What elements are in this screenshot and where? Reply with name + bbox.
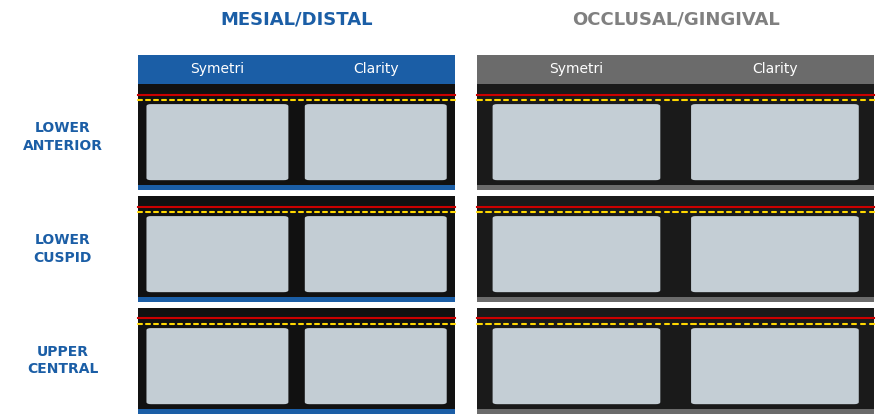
FancyBboxPatch shape [305, 328, 447, 404]
Bar [138, 308, 455, 414]
Text: Symetri: Symetri [190, 62, 244, 76]
Bar [138, 297, 455, 302]
Bar [477, 409, 874, 414]
FancyBboxPatch shape [691, 104, 859, 180]
FancyBboxPatch shape [691, 328, 859, 404]
FancyBboxPatch shape [492, 104, 660, 180]
Text: LOWER
ANTERIOR: LOWER ANTERIOR [22, 121, 103, 152]
FancyBboxPatch shape [492, 216, 660, 292]
Bar [138, 196, 455, 302]
FancyBboxPatch shape [305, 216, 447, 292]
Text: UPPER
CENTRAL: UPPER CENTRAL [27, 345, 98, 376]
Text: Clarity: Clarity [752, 62, 797, 76]
Text: OCCLUSAL/GINGIVAL: OCCLUSAL/GINGIVAL [572, 10, 780, 29]
Bar [477, 308, 874, 414]
Bar [138, 55, 455, 84]
FancyBboxPatch shape [146, 328, 288, 404]
Bar [477, 196, 874, 302]
Text: LOWER
CUSPID: LOWER CUSPID [33, 233, 92, 265]
FancyBboxPatch shape [146, 104, 288, 180]
FancyBboxPatch shape [691, 216, 859, 292]
Text: Clarity: Clarity [353, 62, 399, 76]
Bar [477, 185, 874, 190]
Bar [477, 297, 874, 302]
FancyBboxPatch shape [146, 216, 288, 292]
Bar [138, 409, 455, 414]
FancyBboxPatch shape [305, 104, 447, 180]
Bar [477, 84, 874, 190]
Bar [477, 55, 874, 84]
FancyBboxPatch shape [492, 328, 660, 404]
Text: Symetri: Symetri [549, 62, 604, 76]
Bar [138, 185, 455, 190]
Bar [138, 84, 455, 190]
Text: MESIAL/DISTAL: MESIAL/DISTAL [220, 10, 373, 29]
